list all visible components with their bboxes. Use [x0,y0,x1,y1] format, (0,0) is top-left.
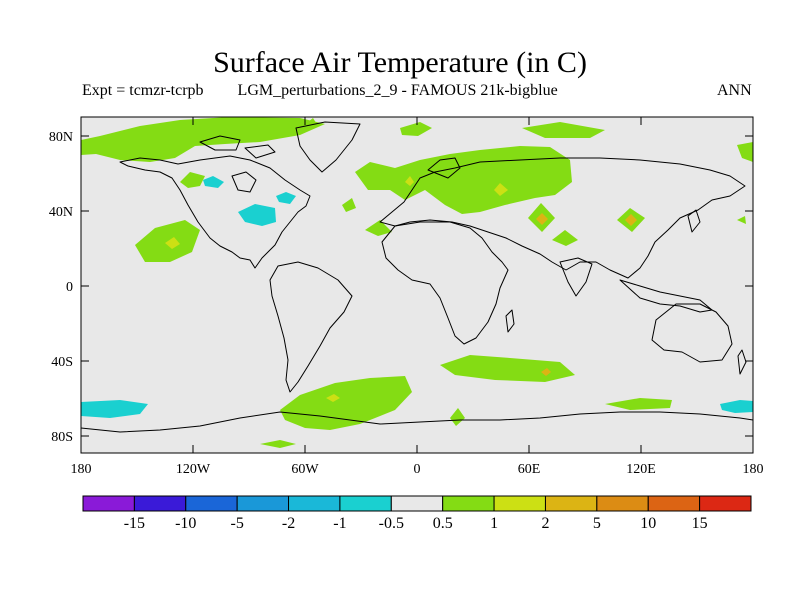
cool-hudson [276,192,296,204]
coast-scandinavia [427,157,461,179]
lon-label-60e: 60E [518,462,541,477]
spot-siberia [494,183,508,196]
colorbar-swatch [82,495,135,512]
figure-title: Surface Air Temperature (in C) [213,46,587,79]
lon-label-60w: 60W [291,462,319,477]
region-mediterranean [365,220,392,236]
region-pacific-east [737,216,746,224]
colorbar-label: -10 [175,515,196,532]
colorbar-swatch [647,495,701,512]
latitude-labels: 80N 40N 0 40S 80S [49,130,73,445]
coastlines [81,121,753,433]
longitude-labels: 180 120W 60W 0 60E 120E 180 [71,462,764,477]
region-southern-atlantic [280,376,412,430]
lon-label-120w: 120W [176,462,211,477]
region-north-pacific [135,220,200,262]
region-greenland-patch [303,118,318,130]
description-text: LGM_perturbations_2_9 - FAMOUS 21k-bigbl… [237,82,558,99]
colorbar-swatch [390,495,444,512]
spot-east-asia-warm [625,214,637,226]
axis-ticks [81,117,753,453]
region-arabian [552,230,578,246]
region-south-indian-east [605,398,672,410]
cool-southern-pacific-east [720,400,753,413]
colorbar-swatch [442,495,495,512]
lat-label-40s: 40S [51,355,73,370]
lat-label-80n: 80N [49,130,73,145]
lon-label-120e: 120E [626,462,656,477]
cool-eastern-us [238,204,276,226]
region-arctic-east [522,122,605,138]
colorbar-label: -1 [333,515,346,532]
colorbar-swatch [339,495,392,512]
colorbar-label: -15 [124,515,145,532]
season-label: ANN [717,82,752,99]
lat-label-80s: 80S [51,430,73,445]
colorbar-swatch [133,495,187,512]
region-arctic-west [81,117,325,162]
coast-antarctica [81,411,753,433]
coast-north-america [119,155,311,269]
cool-southern-pacific [81,400,148,418]
colorbar-swatch [596,495,649,512]
colorbar-swatch [493,495,546,512]
lon-label-180w: 180 [71,462,92,477]
colorbar-swatch [544,495,598,512]
spot-south-atlantic [326,394,340,402]
coast-south-america [269,261,353,393]
colorbar-label: 10 [640,515,656,532]
lat-label-40n: 40N [49,205,73,220]
colorbar-swatch [185,495,238,512]
coast-africa [381,221,509,345]
region-eurasia [355,146,572,214]
experiment-label: Expt = tcmzr-tcrpb LGM_perturbations_2_9… [82,82,558,100]
coast-madagascar [505,309,515,333]
colorbar: -15 -10 -5 -2 -1 -0.5 0.5 1 2 5 10 15 [82,495,752,532]
coast-japan [687,209,701,233]
region-antarctic-coast [450,408,465,426]
spot-central-asia-warm [536,213,548,225]
coast-new-zealand [737,349,747,375]
cool-north-america-north [203,176,224,188]
expt-text: Expt = tcmzr-tcrpb [82,82,204,99]
region-north-atlantic [400,122,432,136]
colorbar-label: 2 [541,515,549,532]
coast-indian-subcontinent [559,257,593,297]
region-north-america-west [180,172,205,188]
colorbar-label: -2 [282,515,295,532]
lon-label-0: 0 [414,462,421,477]
colorbar-label: 5 [593,515,601,532]
anomaly-shading [81,117,753,448]
colorbar-label: -0.5 [379,515,404,532]
coast-australia [651,303,733,363]
colorbar-swatch [288,495,341,512]
lon-label-180e: 180 [743,462,764,477]
region-east-siberia [737,142,753,162]
coast-europe-asia [379,157,746,279]
spot-europe [405,176,414,186]
coast-arctic-islands [199,135,276,159]
spot-pacific [165,237,180,249]
colorbar-label: 15 [692,515,708,532]
colorbar-swatch [236,495,290,512]
coast-hudson-bay [231,171,257,193]
region-atlantic-small [342,198,356,212]
region-southern-indian [440,355,575,382]
colorbar-label: 1 [490,515,498,532]
spot-indian-warm [541,368,551,376]
region-antarctica-small [260,440,296,448]
colorbar-label: -5 [230,515,243,532]
coast-greenland [295,121,361,173]
colorbar-swatch [699,495,752,512]
colorbar-label: 0.5 [433,515,453,532]
lat-label-0: 0 [66,280,73,295]
